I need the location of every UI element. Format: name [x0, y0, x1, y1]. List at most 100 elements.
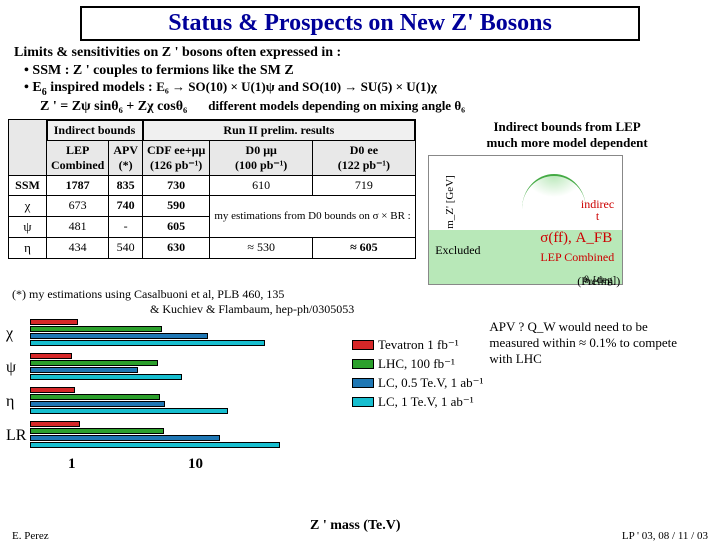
col-d0ee: D0 ee (122 pb⁻¹) [313, 140, 416, 175]
formula-tail: different models depending on mixing ang… [208, 98, 465, 113]
legend-label: LHC, 100 fb⁻¹ [378, 356, 455, 372]
cell: 719 [313, 175, 416, 195]
swatch-icon [352, 340, 374, 350]
legend-label: Tevatron 1 fb⁻¹ [378, 337, 459, 353]
cell: 730 [143, 175, 210, 195]
bar-lc05 [30, 435, 220, 441]
bar-label: ψ [6, 359, 16, 377]
legend-lc05: LC, 0.5 Te.V, 1 ab⁻¹ [352, 375, 483, 391]
mid-row: Indirect bounds Run II prelim. results L… [8, 119, 712, 285]
cell: χ [9, 195, 47, 216]
hdr-run2: Run II prelim. results [143, 120, 416, 141]
bar-lc1 [30, 408, 228, 414]
bar-row: ψ [8, 353, 348, 383]
overlay-sigma: σ(ff), A_FB [540, 230, 612, 247]
bar-lc1 [30, 340, 265, 346]
bar-chart: χψηLR110 [8, 319, 348, 469]
cell: 540 [109, 237, 143, 258]
bullet-e6-prefix: • E [24, 80, 42, 95]
table-row: η 434 540 630 ≈ 530 ≈ 605 [9, 237, 416, 258]
page-title: Status & Prospects on New Z' Bosons [82, 10, 638, 37]
bar-lhc [30, 326, 162, 332]
cell: ≈ 605 [313, 237, 416, 258]
bar-lc1 [30, 442, 280, 448]
lep-ylabel: m_Z' [GeV] [444, 175, 456, 229]
cell: 590 [143, 195, 210, 216]
bar-label: η [6, 393, 14, 411]
bar-lc05 [30, 401, 165, 407]
swatch-icon [352, 378, 374, 388]
axis-10: 10 [188, 456, 203, 473]
bar-lc1 [30, 374, 182, 380]
bar-tev [30, 319, 78, 325]
legend-label: LC, 1 Te.V, 1 ab⁻¹ [378, 394, 474, 410]
cell: ψ [9, 216, 47, 237]
cell: 835 [109, 175, 143, 195]
hdr-indirect: Indirect bounds [47, 120, 143, 141]
formula-row: Z ' = Zψ sinθ₆ + Zχ cosθ₆ different mode… [40, 98, 720, 115]
bottom-row: χψηLR110 Tevatron 1 fb⁻¹ LHC, 100 fb⁻¹ L… [8, 319, 712, 469]
cell: 630 [143, 237, 210, 258]
legend-lc1: LC, 1 Te.V, 1 ab⁻¹ [352, 394, 483, 410]
intro-text: Limits & sensitivities on Z ' bosons oft… [14, 45, 706, 61]
overlay-prelim: (Prelim.) [577, 274, 620, 289]
legend: Tevatron 1 fb⁻¹ LHC, 100 fb⁻¹ LC, 0.5 Te… [352, 337, 483, 469]
bullet-e6-math: E₆ → SO(10) × U(1)ψ and SO(10) → SU(5) ×… [156, 79, 437, 94]
bar-row: η [8, 387, 348, 417]
cell: ≈ 530 [210, 237, 313, 258]
footer: E. Perez LP ' 03, 08 / 11 / 03 [12, 530, 708, 542]
formula-text: Z ' = Zψ sinθ₆ + Zχ cosθ₆ [40, 99, 187, 114]
overlay-indirect: indirec t [581, 198, 614, 222]
right-line1: Indirect bounds from LEP [422, 119, 712, 135]
bullet-e6-text: inspired models : [47, 80, 156, 95]
lep-plot: m_Z' [GeV] θ₆[deg] Excluded indirec t σ(… [428, 155, 623, 285]
bar-lc05 [30, 333, 208, 339]
table-row: SSM 1787 835 730 610 719 [9, 175, 416, 195]
col-lep: LEP Combined [47, 140, 109, 175]
bar-tev [30, 387, 75, 393]
cell: 673 [47, 195, 109, 216]
cell: - [109, 216, 143, 237]
cell: 740 [109, 195, 143, 216]
legend-tev: Tevatron 1 fb⁻¹ [352, 337, 483, 353]
swatch-icon [352, 397, 374, 407]
footer-left: E. Perez [12, 530, 49, 542]
cell: η [9, 237, 47, 258]
cell: 1787 [47, 175, 109, 195]
cell: 605 [143, 216, 210, 237]
cell: 481 [47, 216, 109, 237]
footer-right: LP ' 03, 08 / 11 / 03 [622, 530, 708, 542]
bar-label: LR [6, 427, 26, 445]
cell: 610 [210, 175, 313, 195]
col-d0mm: D0 μμ (100 pb⁻¹) [210, 140, 313, 175]
lep-excluded: Excluded [435, 243, 480, 258]
overlay-lepcomb: LEP Combined [540, 250, 614, 265]
cell: 434 [47, 237, 109, 258]
apv-note: APV ? Q_W would need to be measured with… [489, 319, 689, 469]
swatch-icon [352, 359, 374, 369]
title-box: Status & Prospects on New Z' Bosons [80, 6, 640, 41]
bar-row: LR [8, 421, 348, 451]
col-apv: APV (*) [109, 140, 143, 175]
bar-lhc [30, 428, 164, 434]
cell: SSM [9, 175, 47, 195]
bar-lc05 [30, 367, 138, 373]
legend-lhc: LHC, 100 fb⁻¹ [352, 356, 483, 372]
bar-lhc [30, 394, 160, 400]
bar-tev [30, 421, 80, 427]
bullet-ssm: • SSM : Z ' couples to fermions like the… [24, 63, 720, 79]
right-line2: much more model dependent [422, 135, 712, 151]
legend-label: LC, 0.5 Te.V, 1 ab⁻¹ [378, 375, 483, 391]
bar-lhc [30, 360, 158, 366]
bar-label: χ [6, 325, 13, 343]
bullet-e6: • E6 inspired models : E₆ → SO(10) × U(1… [24, 79, 720, 98]
axis-1: 1 [68, 456, 76, 473]
footnote: (*) my estimations using Casalbuoni et a… [12, 287, 708, 317]
limits-table: Indirect bounds Run II prelim. results L… [8, 119, 416, 285]
table-row: χ 673 740 590 my estimations from D0 bou… [9, 195, 416, 216]
cell-estimation: my estimations from D0 bounds on σ × BR … [210, 195, 415, 237]
col-cdf: CDF ee+μμ (126 pb⁻¹) [143, 140, 210, 175]
bar-tev [30, 353, 72, 359]
bar-row: χ [8, 319, 348, 349]
right-column: Indirect bounds from LEP much more model… [422, 119, 712, 285]
